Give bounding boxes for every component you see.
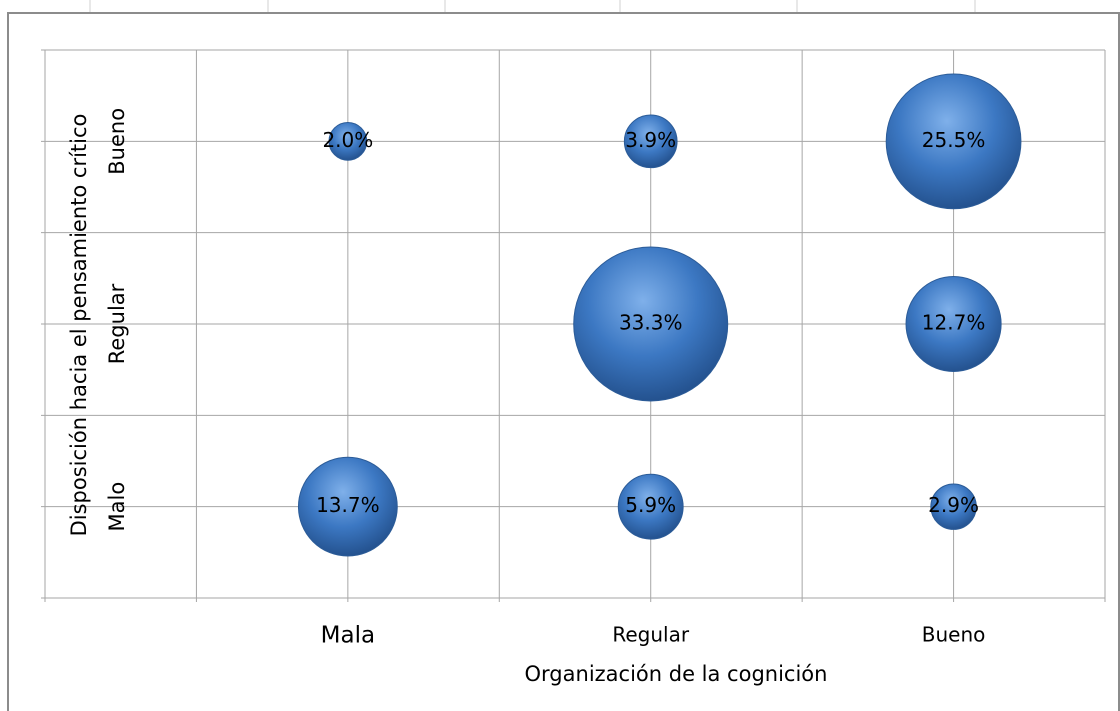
y-tick-label: Regular <box>105 283 129 364</box>
chart-border <box>7 12 1120 711</box>
y-axis-title: Disposición hacia el pensamiento crítico <box>67 114 91 537</box>
sheet-lines <box>89 0 976 12</box>
y-tick-label: Bueno <box>105 108 129 175</box>
x-tick-label: Bueno <box>922 623 986 647</box>
bubble <box>885 73 1022 210</box>
bubble <box>573 246 729 402</box>
x-tick-label: Mala <box>321 623 375 649</box>
bubble <box>905 275 1002 373</box>
data-label: 33.3% <box>619 311 683 335</box>
data-label: 25.5% <box>922 128 986 152</box>
data-label: 13.7% <box>316 493 380 517</box>
data-label: 2.0% <box>322 128 373 152</box>
x-axis-title: Organización de la cognición <box>525 662 828 686</box>
x-tick-label: Regular <box>612 623 689 647</box>
data-label: 2.9% <box>928 493 979 517</box>
y-tick-label: Malo <box>105 482 129 532</box>
bubble <box>328 121 368 161</box>
data-label: 5.9% <box>625 493 676 517</box>
bubble <box>623 114 678 169</box>
plot-area: Mala Regular Bueno Malo Regular Bueno 13.7% 2.0… <box>41 49 1106 649</box>
data-label: 12.7% <box>922 311 986 335</box>
data-label: 3.9% <box>625 128 676 152</box>
bubble <box>297 456 398 557</box>
bubble <box>930 483 977 530</box>
bubble <box>617 473 684 540</box>
